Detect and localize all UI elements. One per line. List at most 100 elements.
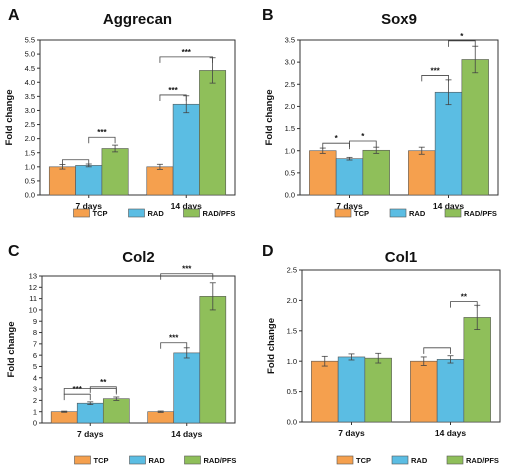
y-tick-label: 6 [33, 351, 37, 360]
bar-rad-pfs [463, 317, 491, 423]
x-category-label: 14 days [171, 201, 202, 211]
significance-bracket [423, 347, 451, 354]
y-axis-label: Fold change [4, 90, 15, 146]
significance-bracket [88, 136, 116, 144]
significance-label: *** [430, 66, 440, 75]
y-tick-label: 4.5 [25, 64, 35, 73]
plot-frame [299, 39, 499, 196]
y-tick-label: 3 [33, 385, 37, 394]
chart-title: Sox9 [381, 11, 417, 28]
y-tick-label: 7 [33, 339, 37, 348]
legend-swatch [446, 455, 464, 465]
panel-letter: A [8, 7, 20, 24]
bar-rad-pfs [364, 357, 392, 423]
legend-swatch [391, 455, 409, 465]
significance-bracket [159, 94, 187, 101]
y-tick-label: 1.5 [285, 124, 295, 133]
y-tick-label: 11 [29, 294, 37, 303]
significance-label: *** [182, 48, 192, 57]
y-tick-label: 1.5 [25, 148, 35, 157]
y-tick-label: 5 [33, 362, 37, 371]
panel-letter: B [262, 7, 274, 24]
y-tick-label: 3.0 [25, 106, 35, 115]
x-category-label: 14 days [171, 429, 202, 439]
significance-label: * [335, 134, 339, 143]
y-tick-label: 0.5 [285, 168, 295, 177]
bar-rad [434, 91, 463, 196]
plot-frame [39, 39, 236, 196]
significance-bracket [89, 386, 117, 393]
bar-rad-pfs [461, 59, 489, 196]
legend: TCP RAD RAD/PFS [74, 455, 236, 465]
y-tick-label: 4 [33, 373, 37, 382]
bar-rad-pfs [102, 398, 130, 424]
y-tick-label: 0.0 [285, 191, 295, 200]
bar-rad [335, 158, 364, 196]
significance-label: *** [169, 334, 179, 343]
y-tick-label: 1.0 [287, 357, 297, 366]
y-tick-label: 0.5 [25, 177, 35, 186]
y-tick-label: 5.0 [25, 50, 35, 59]
legend-label: RAD/PFS [203, 209, 236, 218]
significance-label: * [361, 132, 365, 141]
y-tick-label: 9 [33, 317, 37, 326]
bar-tcp [311, 360, 339, 423]
legend-label: TCP [356, 456, 371, 465]
y-axis-label: Fold change [264, 90, 275, 146]
legend-label: RAD [409, 209, 426, 218]
bar-rad [436, 359, 465, 423]
chart-panel-a: A Aggrecan Fold change 0.0 0.5 1.0 1.5 2.0 2.5 3.… [4, 7, 236, 218]
legend-label: RAD/PFS [464, 209, 497, 218]
significance-bracket [448, 40, 476, 47]
legend: TCP RAD RAD/PFS [336, 455, 499, 465]
y-axis-label: Fold change [6, 322, 17, 378]
bar-rad-pfs [199, 296, 227, 424]
legend-swatch [389, 208, 407, 218]
chart-title: Col2 [122, 249, 155, 266]
y-tick-label: 2 [33, 396, 37, 405]
legend-swatch [128, 208, 145, 218]
y-tick-label: 2.5 [287, 266, 297, 275]
significance-label: ** [461, 293, 468, 302]
legend-label: RAD [411, 456, 428, 465]
significance-bracket [450, 301, 478, 308]
bar-tcp [410, 360, 438, 423]
significance-bracket [322, 142, 350, 150]
plot-frame [301, 269, 501, 423]
significance-bracket [160, 342, 188, 349]
y-tick-label: 0.0 [287, 418, 297, 427]
y-tick-label: 1.0 [285, 146, 295, 155]
x-category-label: 7 days [336, 201, 363, 211]
bar-rad-pfs [362, 149, 390, 196]
significance-bracket [349, 140, 377, 147]
bar-rad-pfs [199, 70, 227, 196]
significance-label: *** [168, 86, 178, 95]
significance-label: *** [73, 385, 83, 394]
y-tick-label: 3.5 [25, 92, 35, 101]
y-tick-label: 10 [29, 306, 37, 315]
y-tick-label: 0.5 [287, 387, 297, 396]
bar-tcp [146, 166, 174, 196]
bar-tcp [147, 411, 175, 424]
y-tick-label: 2.5 [25, 120, 35, 129]
y-tick-label: 1.0 [25, 162, 35, 171]
bar-tcp [48, 166, 76, 196]
panel-letter: D [262, 243, 274, 260]
y-tick-label: 5.5 [25, 36, 35, 45]
significance-label: *** [182, 265, 192, 274]
legend-label: RAD [149, 456, 166, 465]
panel-letter: C [8, 243, 20, 260]
legend: TCP RAD RAD/PFS [73, 208, 236, 218]
legend-swatch [336, 455, 354, 465]
significance-bracket [63, 393, 91, 401]
significance-label: *** [97, 128, 107, 137]
significance-bracket [421, 75, 449, 82]
legend-swatch [334, 208, 352, 218]
legend-swatch [74, 455, 91, 465]
y-tick-label: 4.0 [25, 78, 35, 87]
y-tick-label: 8 [33, 328, 37, 337]
y-tick-label: 3.0 [285, 58, 295, 67]
plot-frame [41, 275, 236, 424]
